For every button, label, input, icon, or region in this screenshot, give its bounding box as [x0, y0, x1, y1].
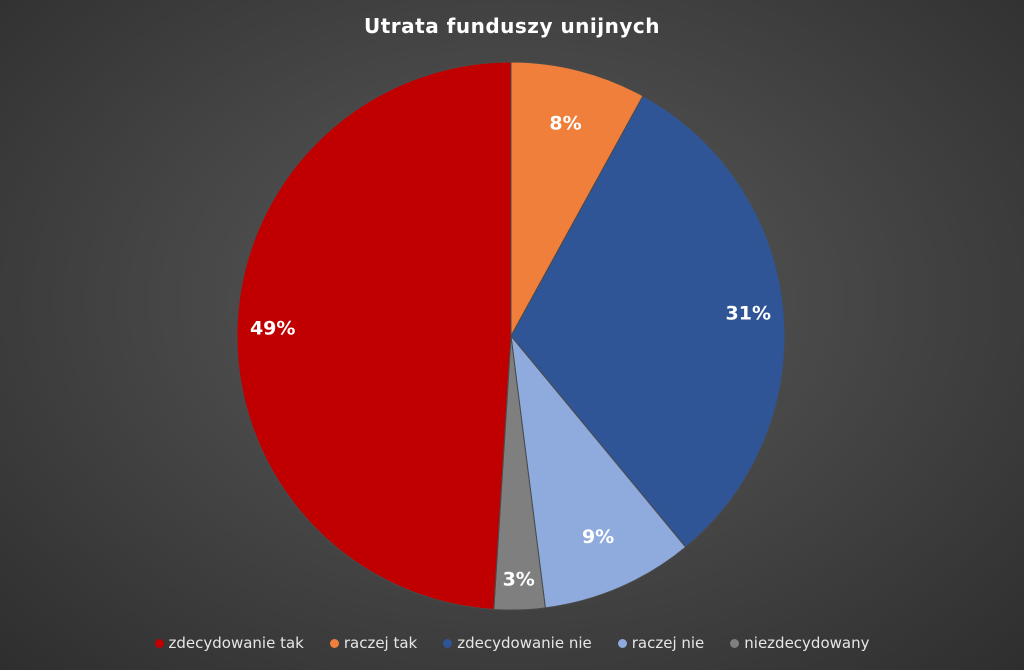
legend-swatch: [443, 638, 453, 648]
legend-label: niezdecydowany: [744, 634, 870, 652]
legend-label: raczej nie: [631, 634, 705, 652]
legend-item-zdecydowanie-nie: zdecydowanie nie: [443, 634, 592, 652]
pie-slices: [236, 61, 786, 611]
chart-title: Utrata funduszy unijnych: [363, 14, 660, 38]
pie-slice-raczej-tak: [510, 61, 644, 337]
legend-item-raczej-tak: raczej tak: [329, 634, 418, 652]
pie-slice-zdecydowanie-tak: [236, 61, 512, 610]
data-label-zdecydowanie-nie: 31%: [726, 303, 771, 325]
legend-label: raczej tak: [343, 634, 418, 652]
legend-label: zdecydowanie nie: [457, 634, 592, 652]
legend-swatch: [617, 638, 627, 648]
data-label-raczej-nie: 9%: [582, 526, 614, 548]
pie-slice-raczej-nie: [510, 334, 687, 609]
chart-legend: zdecydowanie tak raczej tak zdecydowanie n…: [0, 634, 1024, 652]
legend-item-raczej-nie: raczej nie: [617, 634, 705, 652]
data-label-raczej-tak: 8%: [549, 113, 581, 135]
legend-swatch: [329, 638, 339, 648]
legend-swatch: [730, 638, 740, 648]
legend-swatch: [154, 638, 164, 648]
data-label-niezdecydowany: 3%: [503, 569, 535, 591]
pie-slice-zdecydowanie-nie: [510, 95, 786, 548]
legend-label: zdecydowanie tak: [168, 634, 304, 652]
legend-item-niezdecydowany: niezdecydowany: [730, 634, 869, 652]
legend-item-zdecydowanie-tak: zdecydowanie tak: [154, 634, 304, 652]
data-label-zdecydowanie-tak: 49%: [250, 318, 295, 340]
pie-data-labels: 8% 31% 9% 3% 49%: [250, 113, 771, 591]
